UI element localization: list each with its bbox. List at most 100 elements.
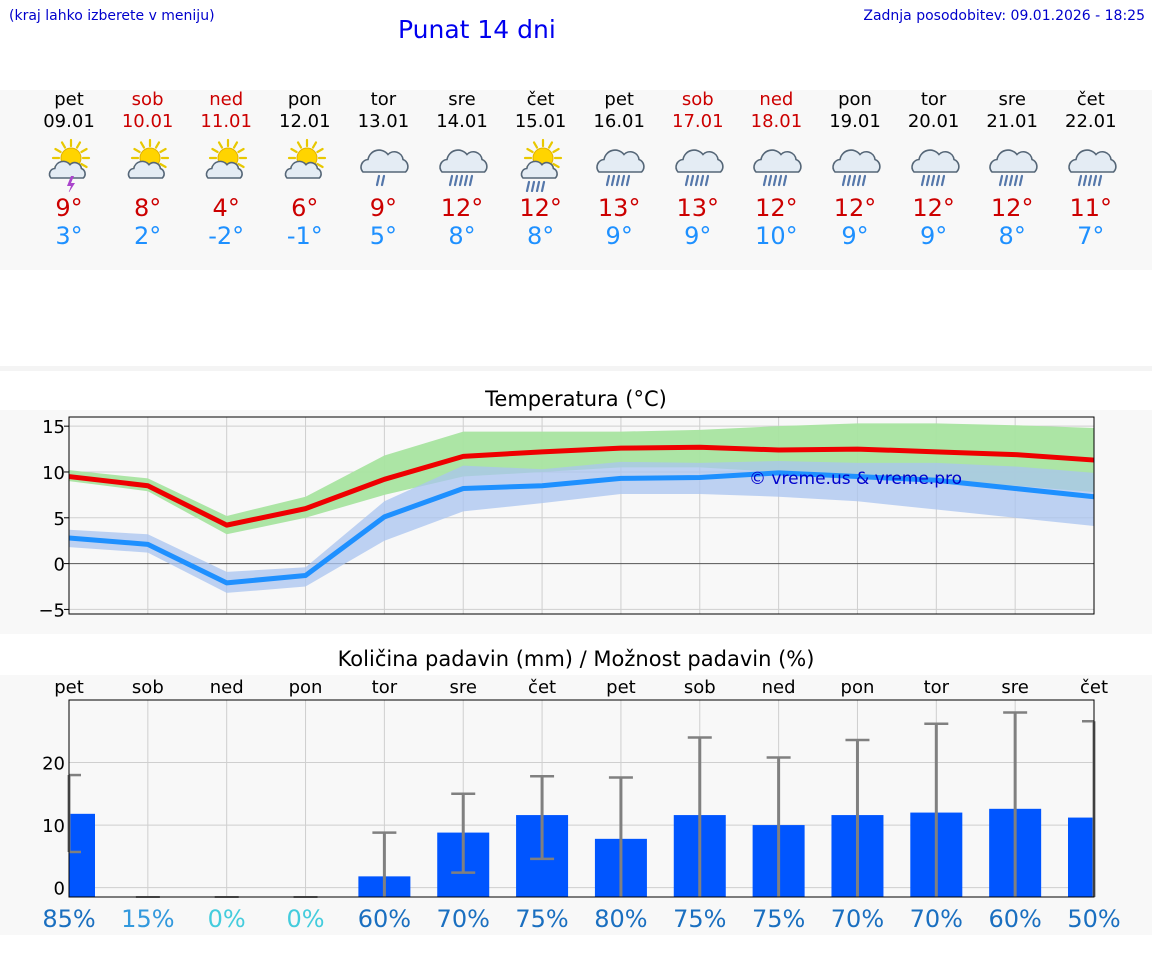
forecast-day: sre 21.01 12° 8° (972, 89, 1052, 251)
y-tick-label: −5 (38, 600, 65, 621)
temp-max: 4° (212, 194, 240, 222)
day-name: tor (920, 89, 947, 110)
precip-probability: 0% (208, 905, 246, 933)
precip-bar (1068, 817, 1094, 897)
temp-max: 6° (291, 194, 319, 222)
y-tick-label: 15 (42, 417, 65, 438)
x-category-label: čet (528, 677, 556, 698)
temp-min: -1° (286, 222, 323, 250)
temp-min: 8° (998, 222, 1026, 250)
forecast-day: pon 19.01 12° 9° (815, 89, 895, 251)
y-tick-label: 5 (54, 509, 65, 530)
day-name: sob (131, 89, 164, 110)
precip-probability: 70% (831, 905, 884, 933)
precip-probability: 70% (437, 905, 490, 933)
y-tick-label: 0 (54, 555, 65, 576)
sun-cloud-rain-icon (520, 138, 562, 192)
precip-probability: 60% (988, 905, 1041, 933)
sun-cloud-icon (127, 138, 169, 179)
precip-probability: 80% (594, 905, 647, 933)
day-date: 11.01 (200, 111, 252, 132)
sun-cloud-icon (284, 138, 326, 179)
forecast-day: sre 14.01 12° 8° (422, 90, 502, 251)
temp-max: 13° (676, 194, 720, 222)
day-name: pet (54, 89, 84, 110)
day-date: 10.01 (121, 111, 174, 132)
x-category-label: tor (372, 677, 398, 698)
precipitation-chart: 0 10 20 pet sob ned pon tor sre čet pet sob ned pon to… (42, 677, 1121, 933)
temp-max: 12° (519, 194, 562, 222)
precip-probability: 75% (515, 905, 568, 933)
x-category-label: sre (449, 677, 476, 698)
max-line (68, 444, 1095, 528)
x-category-label: tor (924, 677, 950, 698)
page-title: Punat 14 dni (398, 15, 556, 44)
precip-probability: 0% (286, 905, 324, 933)
day-date: 13.01 (357, 111, 410, 132)
day-date: 22.01 (1065, 111, 1117, 132)
day-date: 17.01 (672, 111, 724, 132)
x-category-label: pet (54, 677, 84, 698)
temp-min: 8° (448, 222, 476, 250)
y-tick-label: 0 (54, 879, 65, 900)
forecast-day: čet 22.01 11° 7° (1051, 89, 1131, 251)
day-name: ned (759, 89, 794, 110)
y-tick-label: 10 (42, 816, 65, 837)
cloud-rain-icon (439, 149, 488, 187)
cloud-rain-icon (832, 149, 881, 187)
forecast-day: sob 17.01 13° 9° (658, 90, 738, 251)
temp-max: 12° (912, 194, 955, 222)
cloud-light-rain-icon (360, 149, 410, 187)
temperature-chart-title: Temperatura (°C) (485, 387, 667, 411)
day-name: pon (838, 89, 872, 110)
day-name: čet (1076, 89, 1105, 110)
day-name: pet (604, 89, 634, 110)
sun-cloud-thunder-icon (48, 138, 91, 192)
day-date: 14.01 (436, 111, 488, 132)
precip-probability: 75% (673, 905, 726, 933)
forecast-day: pet 09.01 9° 3° (29, 89, 109, 251)
day-name: tor (370, 89, 397, 110)
y-tick-label: 20 (42, 754, 65, 775)
sun-cloud-icon (205, 138, 248, 179)
plot-frame (68, 416, 1095, 615)
day-date: 18.01 (750, 111, 803, 132)
temperature-chart: −5 0 5 10 15 © vreme.us & vreme.pro (38, 416, 1095, 621)
plot-frame (68, 699, 1095, 898)
day-date: 21.01 (986, 111, 1038, 132)
temp-min: 8° (526, 222, 555, 250)
forecast-day: tor 20.01 12° 9° (894, 89, 974, 251)
x-category-label: pet (606, 677, 636, 698)
temp-max: 12° (440, 194, 484, 222)
temp-min: 9° (605, 222, 633, 250)
x-category-label: pon (841, 677, 875, 698)
temp-min: 10° (755, 222, 798, 250)
temp-min: 9° (841, 222, 869, 250)
temp-max: 12° (755, 194, 798, 222)
day-name: čet (526, 89, 555, 110)
day-date: 19.01 (829, 111, 881, 132)
last-update: Zadnja posodobitev: 09.01.2026 - 18:25 (863, 8, 1145, 24)
temp-max: 12° (990, 194, 1034, 222)
day-name: ned (209, 89, 244, 110)
x-category-label: ned (210, 677, 244, 698)
forecast-day: ned 18.01 12° 10° (736, 89, 816, 251)
temp-min: 2° (133, 222, 162, 250)
precip-probability: 75% (752, 905, 805, 933)
forecast-day: pon 12.01 6° -1° (265, 90, 345, 251)
temp-max: 8° (133, 194, 162, 222)
day-name: sre (998, 89, 1026, 110)
forecast-strip: pet 09.01 9° 3° sob 10.01 8° 2° ned 11.01 4° -2° pon… (0, 90, 1152, 270)
temp-min: 5° (369, 222, 398, 250)
y-tick-label: 10 (42, 463, 65, 484)
forecast-day: ned 11.01 4° -2° (186, 89, 266, 251)
temp-min: 3° (55, 222, 83, 250)
precip-bar (69, 813, 95, 897)
cloud-rain-icon (753, 149, 803, 187)
temp-min: -2° (208, 222, 245, 250)
forecast-day: sob 10.01 8° 2° (108, 89, 188, 251)
day-date: 16.01 (593, 111, 645, 132)
precip-probability: 85% (42, 905, 95, 933)
temp-min: 9° (684, 222, 712, 250)
cloud-rain-icon (1068, 149, 1117, 187)
